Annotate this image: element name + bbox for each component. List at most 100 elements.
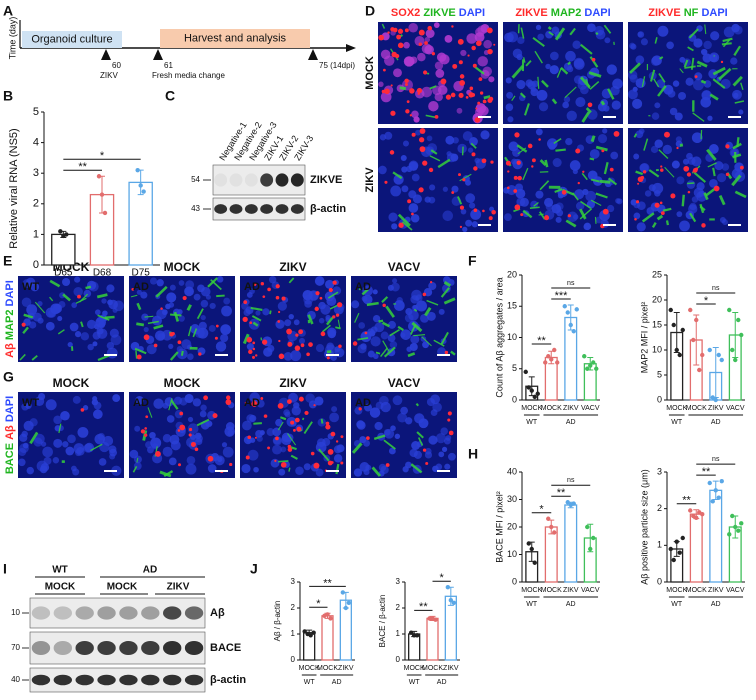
red-signal: [434, 115, 439, 119]
nucleus: [569, 160, 581, 171]
green-signal: [633, 133, 638, 138]
nucleus: [428, 101, 439, 112]
green-signal: [382, 340, 390, 352]
nucleus: [730, 57, 738, 65]
nucleus: [186, 455, 196, 465]
nucleus: [303, 463, 311, 471]
red-signal: [686, 172, 692, 177]
green-signal: [429, 85, 437, 90]
green-signal: [335, 463, 340, 475]
red-signal: [242, 316, 248, 323]
green-signal: [168, 398, 173, 411]
red-signal: [262, 295, 266, 298]
y-tick-label: 10: [507, 332, 517, 342]
y-tick-label: 1: [291, 629, 296, 638]
green-signal: [662, 207, 672, 212]
nucleus: [362, 294, 373, 305]
nucleus: [470, 209, 482, 220]
red-signal: [252, 355, 256, 359]
data-point: [532, 560, 537, 565]
green-signal: [169, 351, 179, 361]
nucleus: [77, 426, 89, 438]
nucleus: [545, 63, 551, 70]
red-signal: [459, 74, 465, 79]
panel-letter: J: [250, 561, 258, 577]
nucleus: [37, 301, 43, 307]
nucleus: [694, 72, 703, 81]
red-signal: [280, 462, 287, 468]
y-tick-label: 3: [657, 466, 662, 476]
panel-letter: A: [3, 3, 13, 19]
green-signal: [740, 82, 744, 91]
red-signal: [506, 186, 510, 190]
red-signal: [602, 208, 609, 215]
data-point: [448, 598, 454, 603]
nucleus: [26, 466, 35, 475]
nucleus: [545, 203, 554, 211]
green-signal: [704, 24, 707, 35]
micrograph: [628, 22, 748, 124]
stain-label: BACE Aβ DAPI: [4, 396, 16, 474]
nucleus: [595, 29, 606, 40]
nucleus: [422, 341, 429, 349]
green-signal: [135, 350, 138, 359]
nucleus: [266, 428, 275, 437]
red-signal: [378, 34, 384, 41]
green-signal: [649, 69, 656, 82]
green-signal: [595, 192, 608, 199]
nucleus: [555, 202, 564, 211]
nucleus: [129, 449, 139, 459]
nucleus: [374, 421, 383, 431]
nucleus: [467, 147, 474, 153]
green-signal: [378, 319, 384, 323]
x-tick-label: ZIKV: [708, 405, 724, 412]
significance-label: *: [316, 598, 321, 610]
green-signal: [144, 315, 154, 318]
stage-box: [22, 31, 122, 48]
y-tick-label: 2: [657, 503, 662, 513]
nucleus: [652, 182, 664, 194]
green-signal: [49, 296, 54, 302]
nucleus: [420, 313, 429, 323]
nucleus: [187, 416, 194, 423]
nucleus: [109, 328, 119, 338]
data-point: [451, 600, 457, 605]
nucleus: [364, 403, 372, 412]
group-label: WT: [304, 679, 316, 686]
nucleus: [227, 430, 234, 437]
red-signal: [423, 70, 428, 75]
nucleus: [430, 394, 441, 405]
nucleus: [98, 321, 106, 329]
nucleus: [482, 66, 493, 77]
green-signal: [443, 297, 456, 305]
nucleus: [52, 457, 60, 464]
red-signal: [472, 63, 477, 68]
nucleus: [331, 406, 338, 413]
red-signal: [293, 428, 296, 432]
x-tick-label: MOCK: [541, 587, 562, 594]
nucleus: [187, 423, 199, 435]
nucleus: [80, 332, 90, 341]
red-signal: [290, 420, 295, 425]
red-signal: [225, 399, 232, 406]
nucleus: [719, 217, 726, 224]
red-signal: [314, 306, 319, 312]
nucleus: [415, 129, 421, 136]
stain-name: DAPI: [4, 396, 16, 422]
nucleus: [275, 319, 285, 329]
red-signal: [634, 217, 637, 221]
green-signal: [700, 79, 707, 85]
green-signal: [690, 57, 695, 70]
green-signal: [132, 465, 138, 473]
nucleus: [408, 320, 419, 332]
green-signal: [136, 457, 139, 463]
red-signal: [253, 282, 257, 287]
nucleus: [32, 312, 42, 322]
micrograph: [240, 392, 346, 478]
panel-letter: C: [165, 88, 175, 104]
green-signal: [534, 50, 543, 64]
red-signal: [177, 340, 182, 345]
red-signal: [444, 350, 449, 355]
blot-band: [119, 606, 138, 620]
nucleus: [651, 112, 660, 120]
